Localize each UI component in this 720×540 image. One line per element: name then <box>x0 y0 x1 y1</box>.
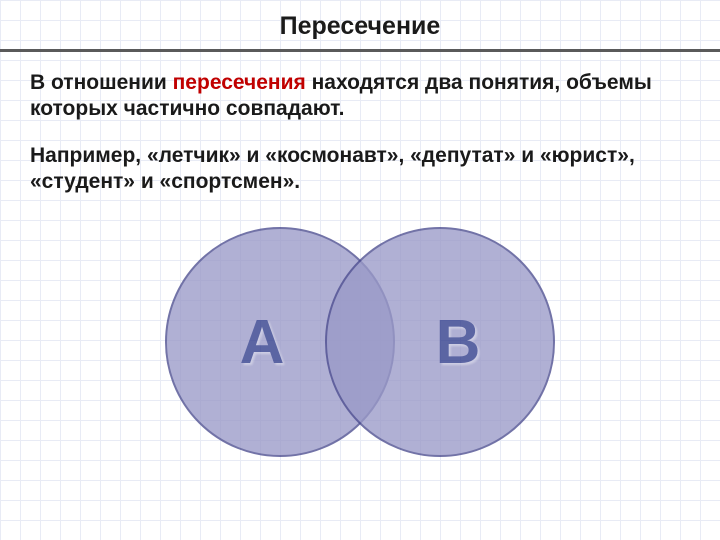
para1-highlight: пересечения <box>173 71 306 94</box>
venn-label-a: А <box>240 307 285 378</box>
para1-pre: В отношении <box>30 71 173 94</box>
body-text: В отношении пересечения находятся два по… <box>0 52 720 195</box>
venn-circle-b: В <box>325 227 555 457</box>
venn-diagram: А В <box>0 205 720 495</box>
title-block: Пересечение <box>0 0 720 49</box>
examples-paragraph: Например, «летчик» и «космонавт», «депут… <box>30 143 690 196</box>
slide-title: Пересечение <box>0 12 720 41</box>
definition-paragraph: В отношении пересечения находятся два по… <box>30 70 690 123</box>
venn-label-b: В <box>436 307 481 378</box>
slide-content: Пересечение В отношении пересечения нахо… <box>0 0 720 495</box>
